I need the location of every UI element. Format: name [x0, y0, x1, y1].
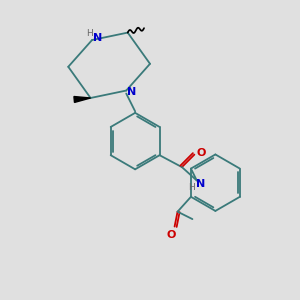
Text: N: N — [127, 87, 136, 97]
Text: O: O — [166, 230, 176, 240]
Text: H: H — [86, 29, 92, 38]
Text: N: N — [196, 179, 205, 189]
Text: H: H — [188, 183, 195, 192]
Polygon shape — [74, 97, 91, 102]
Text: O: O — [197, 148, 206, 158]
Text: N: N — [93, 33, 102, 43]
